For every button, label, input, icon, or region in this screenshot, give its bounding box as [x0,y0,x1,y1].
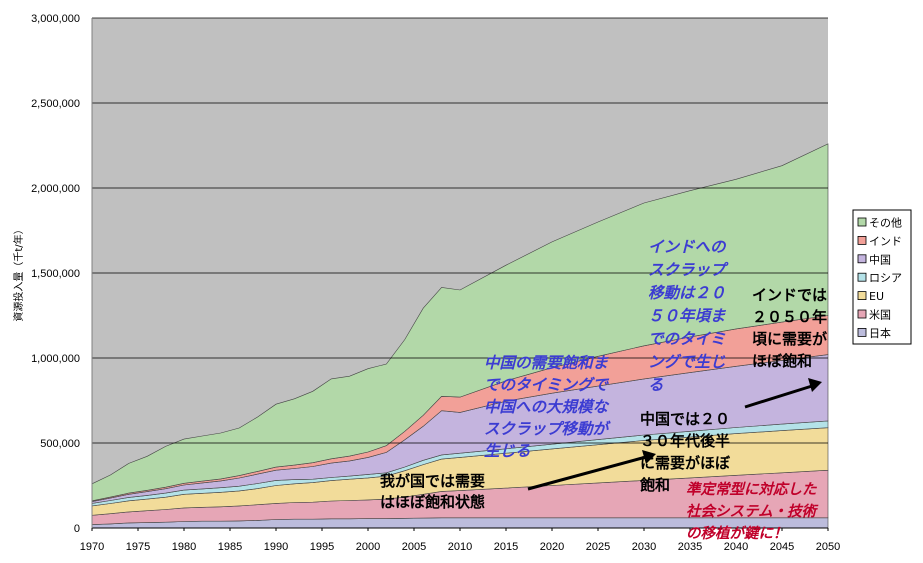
x-tick-label: 1970 [80,541,104,553]
annotation-india-shift-line: ングで生じ [648,353,726,371]
legend-label: インド [869,235,902,248]
y-axis-tick-labels: 0 500,000 1,000,000 1,500,000 2,000,000 2,500… [31,13,80,535]
annotation-china-shift-line: スクラップ移動が [484,420,612,438]
y-tick-label: 500,000 [40,438,80,450]
annotation-india-saturation-line: ２０５０年 [752,308,827,326]
arrow-china-head [808,378,822,392]
annotation-india-shift-line: ５０年頃ま [648,307,727,325]
annotation-china-saturation-line: に需要がほぼ [640,454,731,472]
legend-label: 日本 [869,326,891,340]
annotation-system-shift-line: の移植が鍵に！ [686,525,788,542]
area-その他 [91,143,829,502]
x-tick-label: 2010 [448,541,472,553]
annotation-japan-saturation-line: はほぼ飽和状態 [380,493,485,511]
annotation-india-saturation-line: インドでは [752,286,827,304]
annotation-china-saturation-line: 中国では２０ [640,410,730,428]
annotation-japan-saturation: 我が国では需要 はほぼ飽和状態 [380,472,485,511]
annotation-india-saturation-line: ほぼ飽和 [752,352,812,370]
legend-swatch [857,327,867,337]
annotation-china-shift-line: でのタイミングで [484,376,610,394]
y-tick-label: 2,500,000 [31,98,80,110]
annotation-china-shift-line: 生じる [484,442,531,460]
annotation-india-shift-line: 移動は２０ [648,284,726,302]
annotation-india-shift-line: る [648,376,664,394]
legend-label: 米国 [869,309,891,322]
y-tick-label: 3,000,000 [31,13,80,25]
x-tick-label: 1995 [310,541,334,553]
annotation-china-shift-line: 中国への大規模な [484,398,610,416]
annotation-india-saturation-line: 頃に需要が [752,330,828,348]
annotation-japan-saturation-line: 我が国では需要 [380,472,485,490]
legend-swatch [857,291,867,301]
x-tick-label: 2035 [678,541,702,553]
annotation-system-shift-line: 準定常型に対応した [686,481,818,498]
annotation-arrows [527,378,822,491]
x-tick-label: 2015 [494,541,518,553]
annotation-india-shift-line: でのタイミ [648,330,726,348]
annotation-china-saturation-line: ３０年代後半 [640,432,730,450]
x-tick-label: 2045 [770,541,794,553]
annotation-china-shift: 中国の需要飽和ま でのタイミングで 中国への大規模な スクラップ移動が 生じる [484,354,612,460]
legend-swatch [857,217,867,227]
area-series-group [91,143,829,529]
annotation-china-saturation: 中国では２０ ３０年代後半 に需要がほぼ 飽和 [639,410,731,494]
y-tick-label: 2,000,000 [31,183,80,195]
legend-label: 中国 [869,253,891,266]
legend-swatch [857,309,867,319]
legend-swatch [857,235,867,245]
annotation-india-shift-line: インドへの [648,238,727,256]
legend-swatch [857,254,867,264]
arrow-japan-head [642,450,656,464]
annotation-china-shift-line: 中国の需要飽和ま [484,354,610,372]
legend-label: ロシア [869,272,902,285]
x-tick-label: 1980 [172,541,196,553]
annotation-india-shift: インドへの スクラップ 移動は２０ ５０年頃ま でのタイミ ングで生じ る [648,238,729,394]
annotation-system-shift-line: 社会システム・技術 [686,503,819,520]
x-tick-label: 2005 [402,541,426,553]
gridlines [92,17,828,444]
y-tick-label: 1,500,000 [31,268,80,280]
x-tick-label: 1975 [126,541,150,553]
x-tick-label: 2050 [816,541,840,553]
y-axis-label: 資源投入量（千t/年） [12,224,25,321]
x-tick-label: 1985 [218,541,242,553]
annotation-india-shift-line: スクラップ [648,261,729,279]
y-tick-label: 0 [74,523,80,535]
x-tick-label: 2000 [356,541,380,553]
arrow-japan [527,455,647,491]
x-tick-label: 2030 [632,541,656,553]
annotation-china-saturation-line: 飽和 [639,476,670,494]
legend-label: EU [869,290,884,303]
x-tick-label: 2040 [724,541,748,553]
annotation-system-shift: 準定常型に対応した 社会システム・技術 の移植が鍵に！ [686,481,819,542]
x-tick-label: 2020 [540,541,564,553]
legend-swatch [857,272,867,282]
x-tick-label: 2025 [586,541,610,553]
legend-label: その他 [869,217,902,230]
y-tick-label: 1,000,000 [31,353,80,365]
x-tick-label: 1990 [264,541,288,553]
arrow-china [744,384,813,409]
annotation-india-saturation: インドでは ２０５０年 頃に需要が ほぼ飽和 [752,286,828,370]
